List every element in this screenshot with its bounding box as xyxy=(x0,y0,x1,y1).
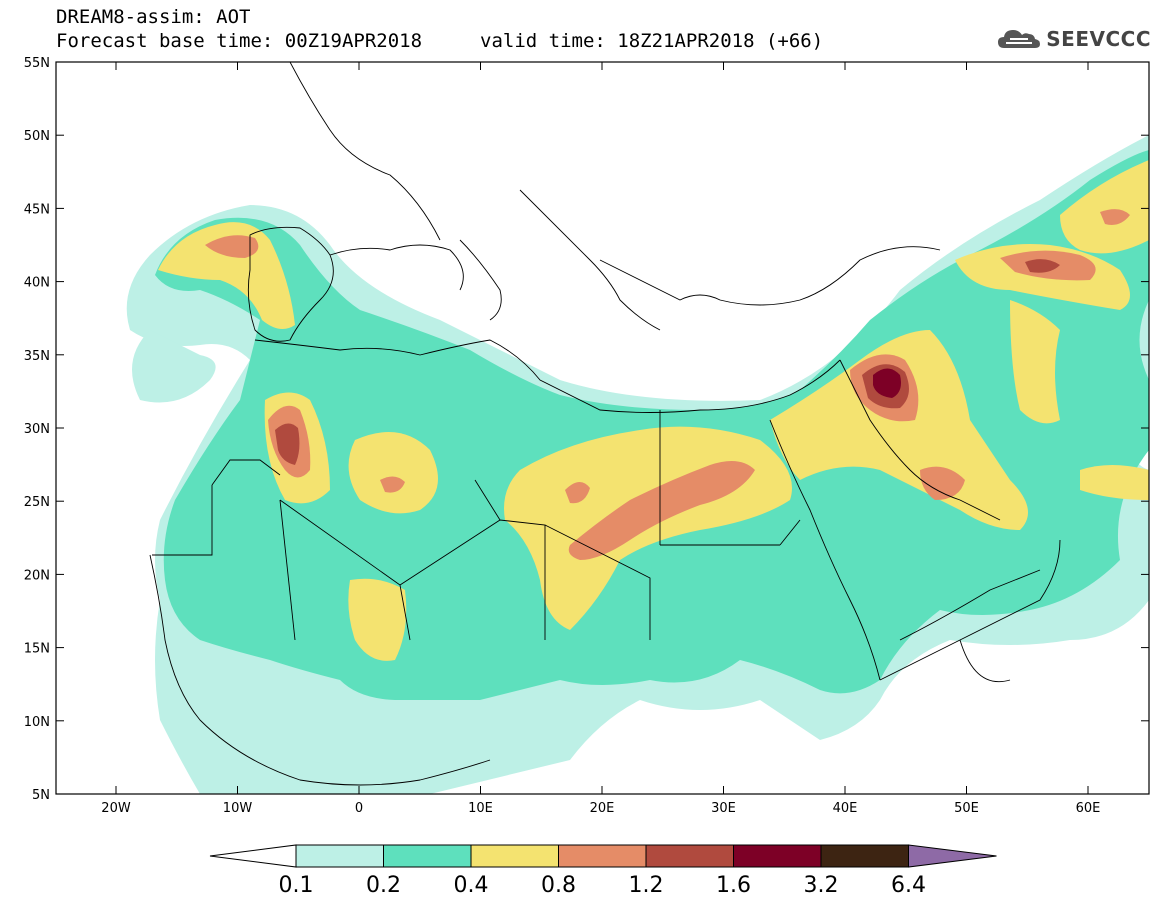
lon-label: 40E xyxy=(833,801,858,816)
colorbar-segment xyxy=(295,844,384,868)
lat-label: 35N xyxy=(24,349,50,364)
colorbar-segment xyxy=(383,844,472,868)
colorbar-upper-arrow xyxy=(908,844,997,868)
lon-label: 50E xyxy=(954,801,979,816)
lon-label: 30E xyxy=(711,801,736,816)
aot-level-0.2 xyxy=(155,150,1149,700)
lat-label: 10N xyxy=(24,715,50,730)
colorbar-label: 6.4 xyxy=(891,873,926,898)
lat-label: 55N xyxy=(24,56,50,71)
colorbar-segment xyxy=(470,844,559,868)
cloud-icon xyxy=(998,30,1041,48)
lat-label: 50N xyxy=(24,129,50,144)
valid-time: valid time: 18Z21APR2018 (+66) xyxy=(480,30,824,52)
colorbar-label: 1.2 xyxy=(629,873,664,898)
lat-label: 45N xyxy=(24,202,50,217)
aot-field xyxy=(126,135,1149,794)
logo-text: SEEVCCC xyxy=(1046,27,1151,51)
colorbar: 0.1 0.2 0.4 0.8 1.2 1.6 3.2 6.4 xyxy=(209,844,997,898)
lon-label: 0 xyxy=(355,801,363,816)
lat-label: 15N xyxy=(24,642,50,657)
lon-label: 60E xyxy=(1076,801,1101,816)
colorbar-label: 0.1 xyxy=(279,873,314,898)
colorbar-label: 0.4 xyxy=(454,873,489,898)
lat-label: 25N xyxy=(24,495,50,510)
coastlines-borders xyxy=(149,62,1061,786)
longitude-axis: 20W 10W 0 10E 20E 30E 40E 50E 60E xyxy=(101,62,1100,816)
colorbar-segment xyxy=(558,844,647,868)
seevccc-logo: SEEVCCC xyxy=(996,26,1151,52)
colorbar-segment xyxy=(820,844,909,868)
colorbar-label: 1.6 xyxy=(716,873,751,898)
colorbar-segment xyxy=(645,844,734,868)
forecast-base-time: Forecast base time: 00Z19APR2018 xyxy=(56,30,423,52)
lat-label: 20N xyxy=(24,568,50,583)
colorbar-label: 3.2 xyxy=(804,873,839,898)
colorbar-label: 0.8 xyxy=(541,873,576,898)
lon-label: 20W xyxy=(101,801,131,816)
lon-label: 10E xyxy=(468,801,493,816)
colorbar-label: 0.2 xyxy=(366,873,401,898)
lat-label: 40N xyxy=(24,276,50,291)
lon-label: 10W xyxy=(223,801,253,816)
lon-label: 20E xyxy=(590,801,615,816)
lat-label: 5N xyxy=(32,788,50,803)
colorbar-lower-arrow xyxy=(209,844,297,868)
map-title: DREAM8-assim: AOT xyxy=(56,6,251,28)
lat-label: 30N xyxy=(24,422,50,437)
latitude-axis: 55N 50N 45N 40N 35N 30N 25N 20N 15N 10N 5N xyxy=(24,56,1149,803)
colorbar-segment xyxy=(733,844,822,868)
aot-level-1.6 xyxy=(873,368,901,398)
